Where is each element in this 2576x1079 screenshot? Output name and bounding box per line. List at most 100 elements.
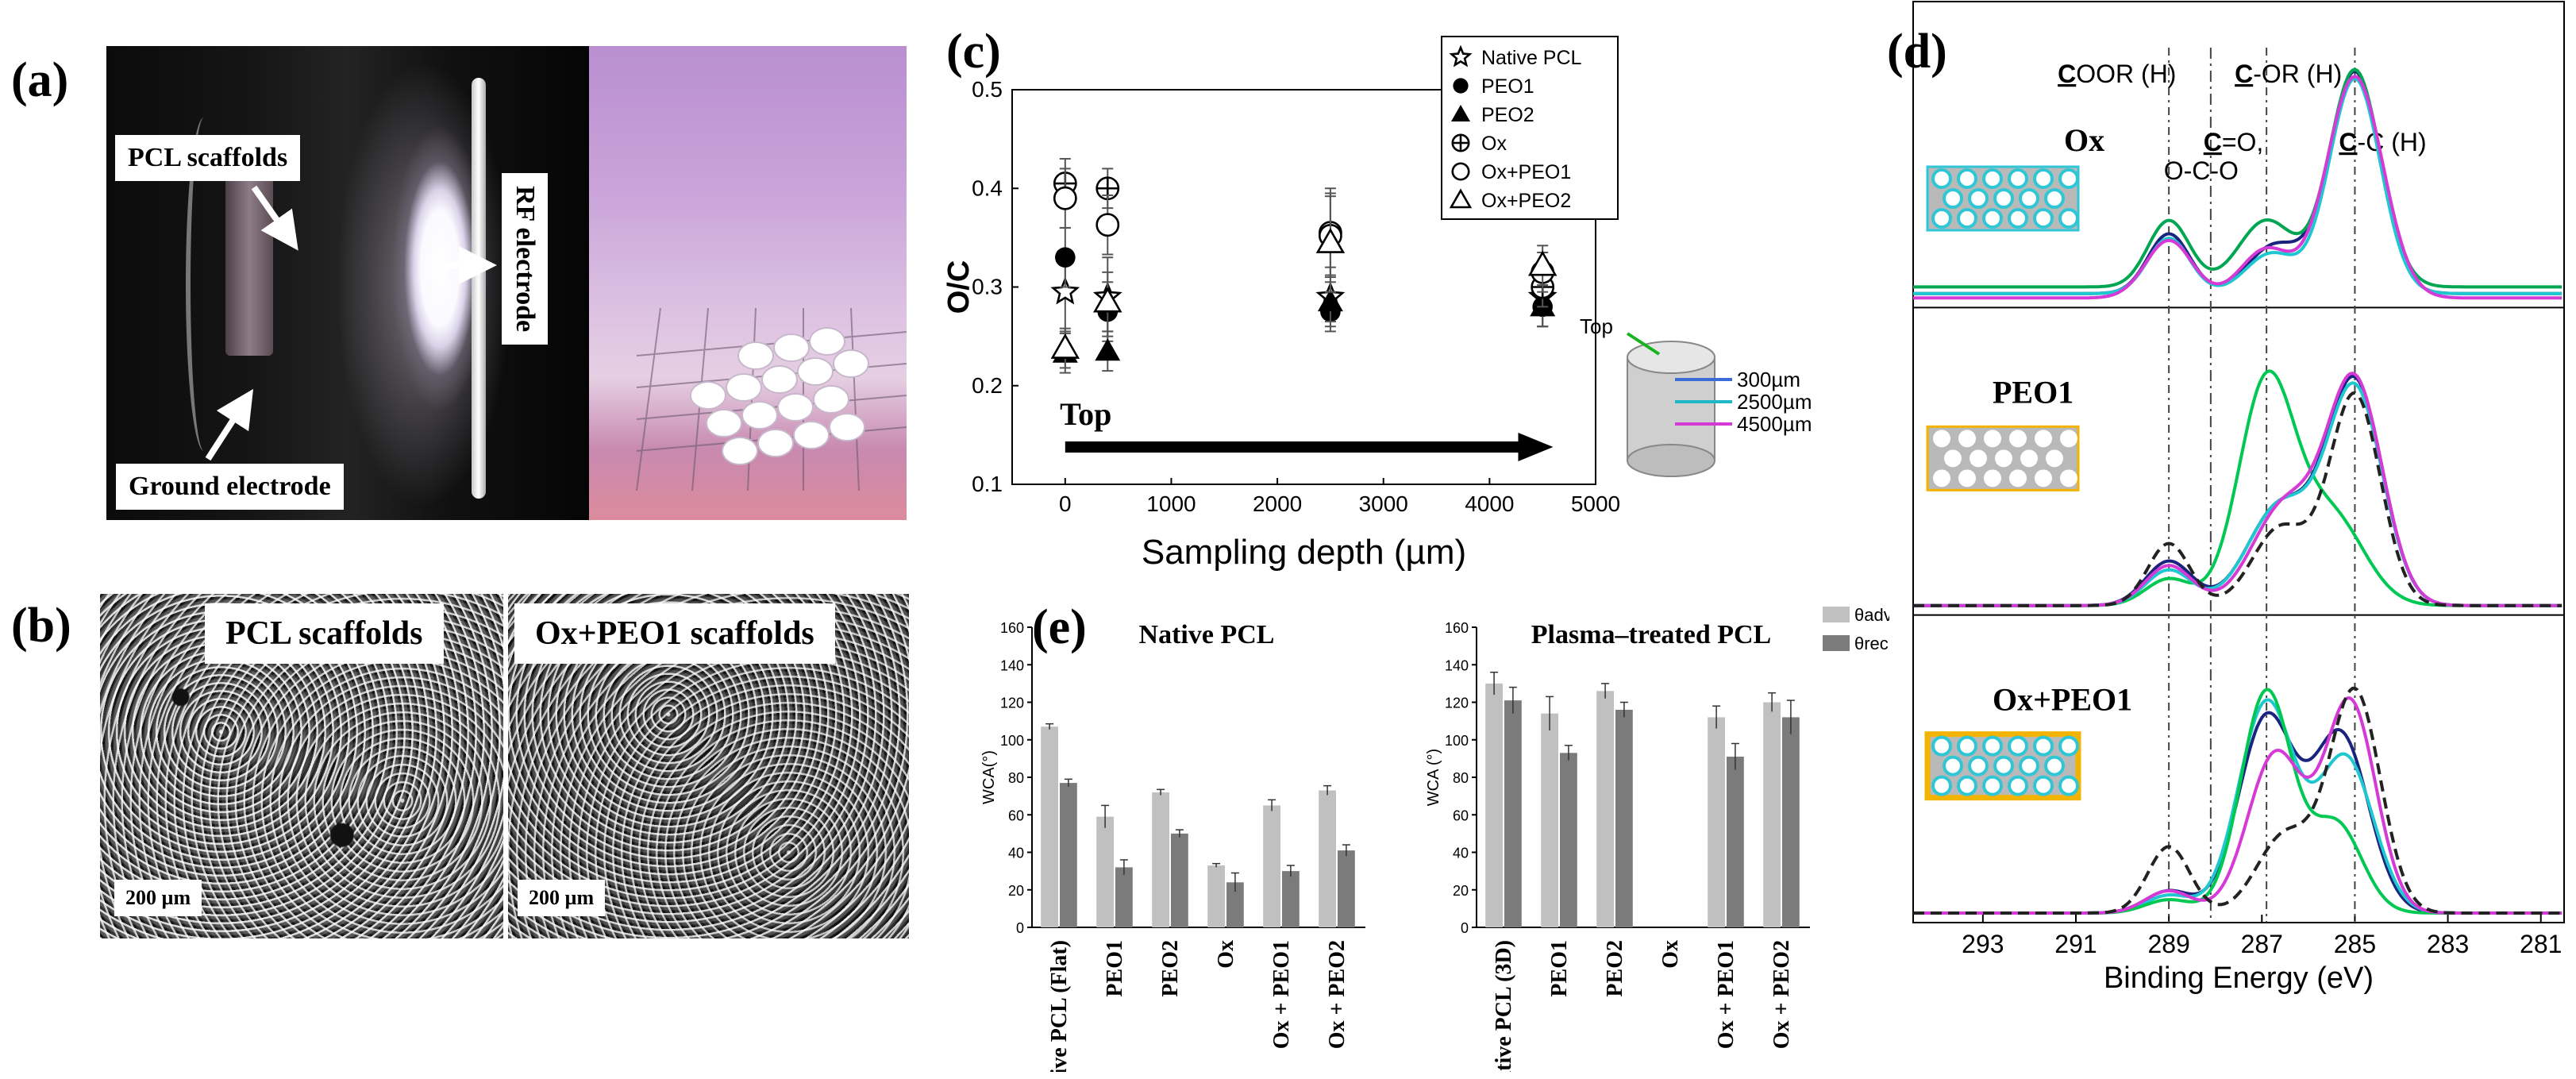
inset-depth-label: 4500µm xyxy=(1737,412,1812,436)
bar xyxy=(1782,717,1800,927)
depth-arrow-head xyxy=(1518,433,1554,461)
peak-label: C-OR (H) xyxy=(2235,60,2342,88)
bar xyxy=(1152,792,1169,927)
label-pcl-scaffolds: PCL scaffolds xyxy=(115,135,301,181)
series-native-pcl xyxy=(1050,252,1558,337)
schematic-pore xyxy=(2009,430,2027,448)
plot-frame xyxy=(1912,1,2565,923)
y-tick-label: 60 xyxy=(1008,807,1024,823)
schematic-pore xyxy=(1968,188,1989,209)
schematic-pore xyxy=(2058,775,2079,796)
y-tick-label: 80 xyxy=(1453,770,1469,786)
schematic-pore xyxy=(2058,208,2079,229)
bar xyxy=(1115,867,1133,927)
bar xyxy=(1338,850,1355,927)
marker-triangle-filled xyxy=(1317,289,1343,312)
marker-triangle-open xyxy=(1050,333,1080,359)
marker-circle-open xyxy=(1095,213,1120,237)
y-axis-label: WCA(°) xyxy=(980,750,998,804)
schematic-pore xyxy=(1944,449,1962,468)
schematic-pore xyxy=(2033,735,2054,757)
legend-swatch xyxy=(1823,635,1850,651)
tray-grid xyxy=(636,307,907,491)
schematic-pore xyxy=(1982,775,2003,796)
bar xyxy=(1226,882,1244,927)
schematic-pore xyxy=(1957,775,1977,796)
x-category-label: Ox xyxy=(1214,940,1238,969)
y-tick-label: 160 xyxy=(1000,620,1024,636)
schematic-pore xyxy=(1982,168,2003,189)
schematic-pore xyxy=(1957,735,1977,757)
x-tick-label: 1000 xyxy=(1146,491,1196,516)
schematic-pore xyxy=(2020,449,2038,468)
schematic-pore xyxy=(1931,168,1952,189)
subplot-label: PEO1 xyxy=(1993,374,2074,410)
y-tick-label: 120 xyxy=(1000,696,1024,711)
bar xyxy=(1207,865,1225,927)
inset-cylinder-body xyxy=(1627,356,1715,461)
schematic-pore xyxy=(2046,449,2063,468)
rf-electrode-plate xyxy=(472,78,486,499)
subplot-label: Ox+PEO1 xyxy=(1993,682,2132,718)
x-category-label: PEO1 xyxy=(1547,940,1572,997)
schematic-pore xyxy=(1943,755,1963,776)
inset-cylinder-bottom xyxy=(1627,444,1715,477)
inset-top-label: Top xyxy=(1580,314,1613,338)
legend-label: θrec xyxy=(1854,634,1889,653)
schematic-pore xyxy=(1982,208,2003,229)
inset-depth-label: 300µm xyxy=(1737,368,1800,391)
legend-item: PEO1 xyxy=(1453,75,1534,98)
y-tick-label: 20 xyxy=(1008,883,1024,899)
x-category-label: Native PCL (Flat) xyxy=(1047,940,1072,1072)
spectrum-curve xyxy=(1913,67,2563,289)
ground-electrode-ring xyxy=(186,118,222,451)
bar xyxy=(1171,833,1188,927)
legend-label: PEO1 xyxy=(1481,75,1534,98)
legend-item: Native PCL xyxy=(1449,44,1582,69)
legend-label: Ox+PEO2 xyxy=(1481,190,1571,212)
subplot-label: Ox xyxy=(2064,122,2104,158)
marker-triangle-open xyxy=(1093,287,1122,313)
x-tick-label: 293 xyxy=(1962,930,2004,958)
inset-cylinder-top xyxy=(1627,341,1715,374)
chart-title: Plasma–treated PCL xyxy=(1531,620,1771,649)
schematic-pore xyxy=(1984,430,2001,448)
y-axis-label: WCA (°) xyxy=(1425,749,1442,806)
ground-electrode-arrow xyxy=(205,388,254,461)
bar xyxy=(1615,709,1633,927)
schematic-pore xyxy=(2019,188,2039,209)
bar xyxy=(1041,726,1058,927)
legend-label: PEO2 xyxy=(1481,104,1534,126)
schematic-pore xyxy=(1993,188,2014,209)
marker-star xyxy=(1050,276,1080,305)
y-tick-label: 160 xyxy=(1445,620,1469,636)
marker-triangle-open xyxy=(1315,227,1346,253)
y-tick-label: 0.5 xyxy=(972,77,1003,102)
x-category-label: Ox + PEO1 xyxy=(1714,940,1739,1049)
y-tick-label: 100 xyxy=(1000,733,1024,749)
marker-circle-open xyxy=(1053,186,1077,210)
label-sem-pcl: PCL scaffolds xyxy=(205,603,444,664)
schematic-pore xyxy=(2008,775,2028,796)
x-tick-label: 285 xyxy=(2334,930,2376,958)
x-category-label: Ox + PEO2 xyxy=(1325,940,1350,1049)
x-tick-label: 0 xyxy=(1059,491,1072,516)
bar xyxy=(1504,700,1522,927)
marker-triangle-open xyxy=(1527,250,1558,276)
y-tick-label: 0 xyxy=(1016,920,1024,936)
marker-circle-filled xyxy=(1055,247,1076,268)
schematic-pore xyxy=(1933,430,1950,448)
label-sem-ox-peo1: Ox+PEO1 scaffolds xyxy=(514,603,835,664)
y-tick-label: 40 xyxy=(1008,846,1024,861)
bar xyxy=(1560,753,1577,927)
legend-label: Ox+PEO1 xyxy=(1481,161,1571,183)
chart-oc-scatter: 0 1000 2000 3000 4000 5000 0.1 0.2 0.3 0.4 0.5 O/C S… xyxy=(942,36,1812,572)
schematic-pore xyxy=(2058,735,2079,757)
scalebar-right: 200 µm xyxy=(518,880,606,916)
schematic-pore xyxy=(1995,449,2012,468)
schematic-pore xyxy=(2008,168,2028,189)
x-category-label: Ox + PEO1 xyxy=(1269,940,1294,1049)
legend-box xyxy=(1441,36,1619,220)
x-category-label: PEO2 xyxy=(1158,940,1183,997)
legend-swatch xyxy=(1823,607,1850,622)
